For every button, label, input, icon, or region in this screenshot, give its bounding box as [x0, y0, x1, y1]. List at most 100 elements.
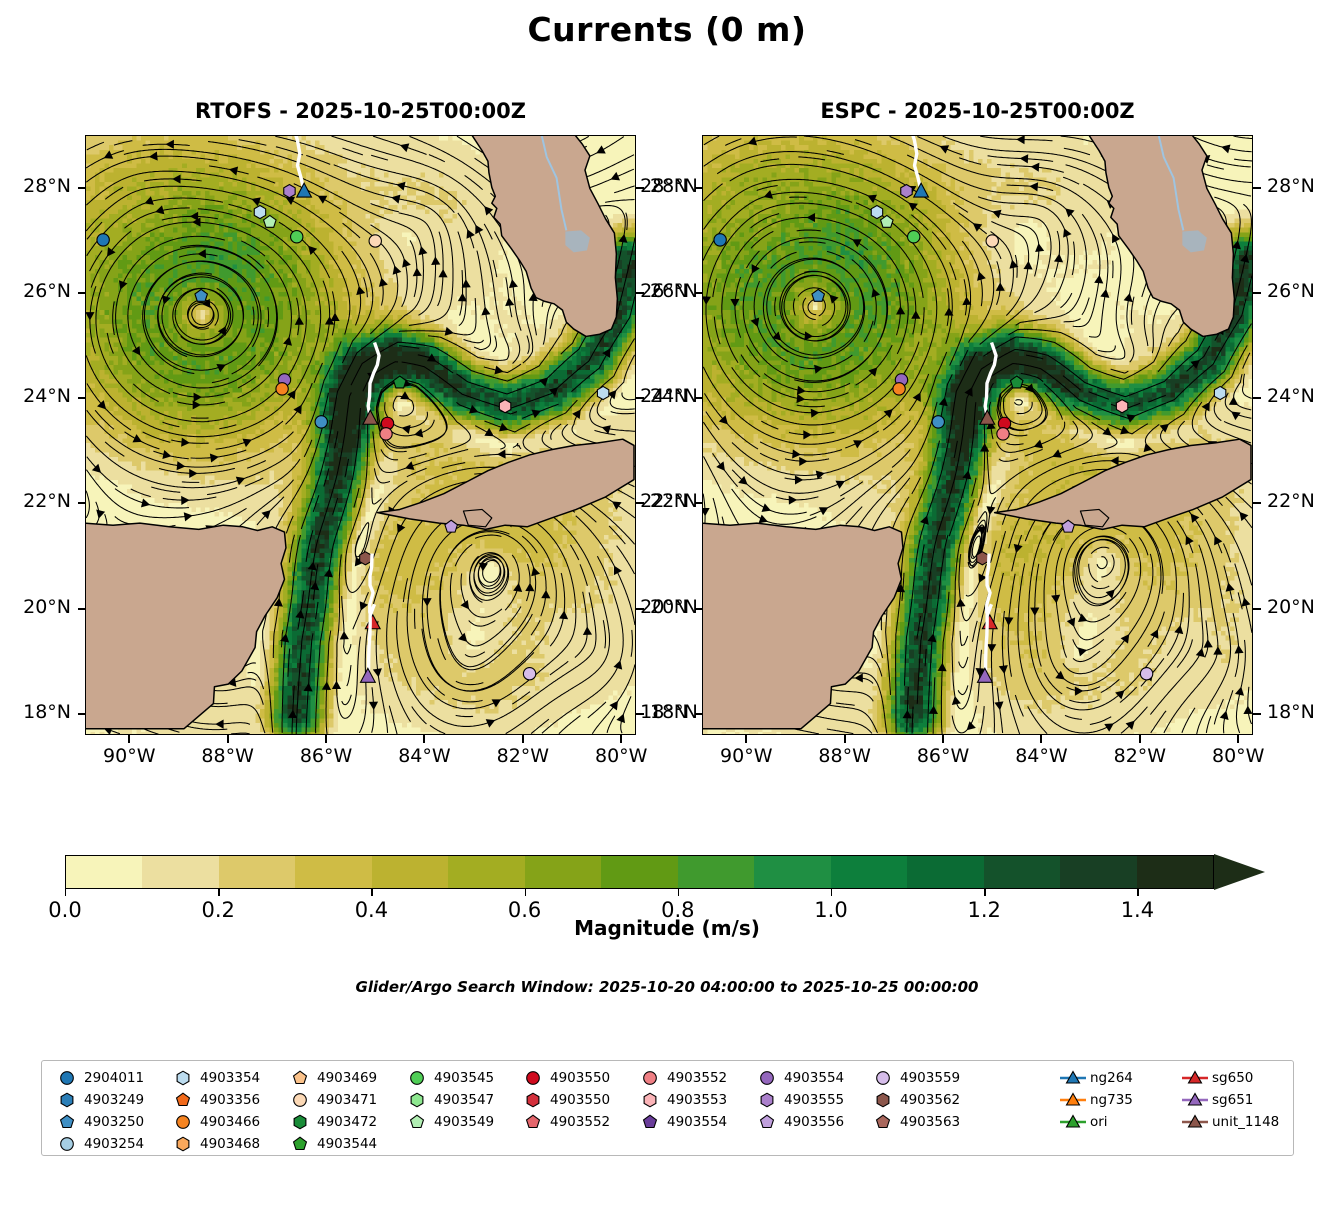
glider-track-sg650: [985, 553, 992, 624]
legend-item[interactable]: 4903550: [520, 1067, 610, 1089]
legend-item[interactable]: 4903468: [170, 1133, 260, 1155]
ytick-label-right-rtofs-4: 26°N: [650, 280, 728, 302]
argo-marker-4903553: [1115, 398, 1129, 414]
legend-glider-item[interactable]: ori: [1060, 1111, 1133, 1133]
legend-item[interactable]: 4903556: [754, 1111, 844, 1133]
glider-track-ng264: [294, 136, 306, 192]
search-window-text: Glider/Argo Search Window: 2025-10-20 04…: [0, 978, 1334, 996]
legend-item[interactable]: 4903544: [287, 1133, 377, 1155]
legend-glider-item[interactable]: unit_1148: [1182, 1111, 1279, 1133]
legend-label: 4903554: [780, 1070, 844, 1086]
legend-marker-icon: [870, 1111, 896, 1133]
ytick-label-espc-1: 20°N: [610, 596, 688, 618]
legend-label: 4903552: [663, 1070, 727, 1086]
colorbar-tick-label-6: 1.2: [939, 898, 1029, 922]
colorbar-swatch-10: [830, 856, 908, 888]
legend-item[interactable]: 4903547: [404, 1089, 494, 1111]
glider-marker-sg651: [976, 667, 994, 683]
legend-glider-icon: [1060, 1111, 1086, 1133]
legend-column-2: 4903469 4903471 4903472 4903544: [287, 1067, 377, 1155]
legend-item[interactable]: 4903250: [54, 1111, 144, 1133]
legend-item[interactable]: 4903559: [870, 1067, 960, 1089]
legend-item[interactable]: 4903549: [404, 1111, 494, 1133]
argo-markers: [96, 136, 610, 683]
colorbar-tick: [65, 889, 67, 896]
colorbar-tick: [371, 889, 373, 896]
legend-item[interactable]: 2904011: [54, 1067, 144, 1089]
argo-marker-4903555: [900, 183, 913, 199]
ytick-mark: [695, 186, 703, 189]
colorbar-swatch-2: [218, 856, 296, 888]
legend-glider-icon: [1060, 1067, 1086, 1089]
argo-markers: [713, 136, 1227, 683]
legend-item[interactable]: 4903466: [170, 1111, 260, 1133]
ytick-label-espc-0: 18°N: [610, 701, 688, 723]
legend-item[interactable]: 4903254: [54, 1133, 144, 1155]
colorbar-swatch-0: [66, 856, 143, 888]
legend-item[interactable]: 4903471: [287, 1089, 377, 1111]
xtick-mark: [423, 735, 426, 743]
map-rtofs[interactable]: [85, 135, 636, 735]
legend-label: 4903469: [313, 1070, 377, 1086]
colorbar-tick: [984, 889, 986, 896]
legend-item[interactable]: 4903555: [754, 1089, 844, 1111]
legend-item[interactable]: 4903545: [404, 1067, 494, 1089]
legend-glider-label: ng735: [1086, 1092, 1133, 1108]
map-espc[interactable]: [702, 135, 1253, 735]
xtick-label-rtofs-3: 84°W: [369, 745, 479, 767]
legend-item[interactable]: 4903552: [637, 1067, 727, 1089]
ytick-mark: [636, 397, 644, 400]
legend-item[interactable]: 4903562: [870, 1089, 960, 1111]
legend-item[interactable]: 4903554: [754, 1067, 844, 1089]
legend-item[interactable]: 4903356: [170, 1089, 260, 1111]
legend-marker-icon: [54, 1133, 80, 1155]
colorbar-tick: [831, 889, 833, 896]
argo-marker-4903471: [985, 234, 999, 248]
legend-glider-item[interactable]: sg651: [1182, 1089, 1279, 1111]
argo-marker-4903250: [811, 288, 826, 302]
legend-item[interactable]: 4903553: [637, 1089, 727, 1111]
ytick-mark: [1253, 291, 1261, 294]
legend-glider-item[interactable]: ng264: [1060, 1067, 1133, 1089]
legend-item[interactable]: 4903469: [287, 1067, 377, 1089]
legend-marker-icon: [287, 1111, 313, 1133]
legend-marker-icon: [287, 1089, 313, 1111]
legend-label: 4903562: [896, 1092, 960, 1108]
legend-glider-item[interactable]: sg650: [1182, 1067, 1279, 1089]
argo-marker-4903545: [290, 230, 304, 244]
legend-item[interactable]: 4903550: [520, 1089, 610, 1111]
legend-item[interactable]: 4903554: [637, 1111, 727, 1133]
legend-label: 4903550: [546, 1092, 610, 1108]
legend-item[interactable]: 4903472: [287, 1111, 377, 1133]
legend-item[interactable]: 4903354: [170, 1067, 260, 1089]
argo-marker-2904011: [96, 233, 110, 247]
colorbar-swatch-3: [295, 856, 372, 888]
ytick-mark: [78, 712, 86, 715]
xtick-mark: [226, 735, 229, 743]
legend-label: 4903547: [430, 1092, 494, 1108]
legend-marker-icon: [870, 1089, 896, 1111]
ytick-label-right-espc-4: 26°N: [1267, 280, 1334, 302]
legend: 2904011 4903249 4903250 4903254 4903354 49033…: [41, 1060, 1294, 1156]
ytick-mark: [1253, 502, 1261, 505]
legend-marker-icon: [170, 1111, 196, 1133]
legend-column-7: 4903559 4903562 4903563: [870, 1067, 960, 1133]
legend-item[interactable]: 4903552: [520, 1111, 610, 1133]
ytick-label-espc-5: 28°N: [610, 175, 688, 197]
xtick-label-rtofs-5: 80°W: [566, 745, 676, 767]
legend-label: 2904011: [80, 1070, 144, 1086]
colorbar-extend-arrow: [1214, 854, 1265, 890]
legend-glider-label: sg651: [1208, 1092, 1253, 1108]
legend-label: 4903468: [196, 1136, 260, 1152]
argo-marker-4903549: [879, 214, 894, 228]
legend-glider-column-1: sg650 sg651 unit_1148: [1182, 1067, 1279, 1133]
ytick-label-rtofs-5: 28°N: [0, 175, 71, 197]
xtick-mark: [1138, 735, 1141, 743]
colorbar[interactable]: 0.0 0.2 0.4 0.6 0.8 1.0 1.2 1.4: [48, 854, 1265, 922]
legend-glider-item[interactable]: ng735: [1060, 1089, 1133, 1111]
legend-label: 4903254: [80, 1136, 144, 1152]
legend-item[interactable]: 4903249: [54, 1089, 144, 1111]
argo-marker-4903250: [931, 415, 945, 429]
legend-item[interactable]: 4903563: [870, 1111, 960, 1133]
argo-marker-4903472: [392, 375, 407, 389]
